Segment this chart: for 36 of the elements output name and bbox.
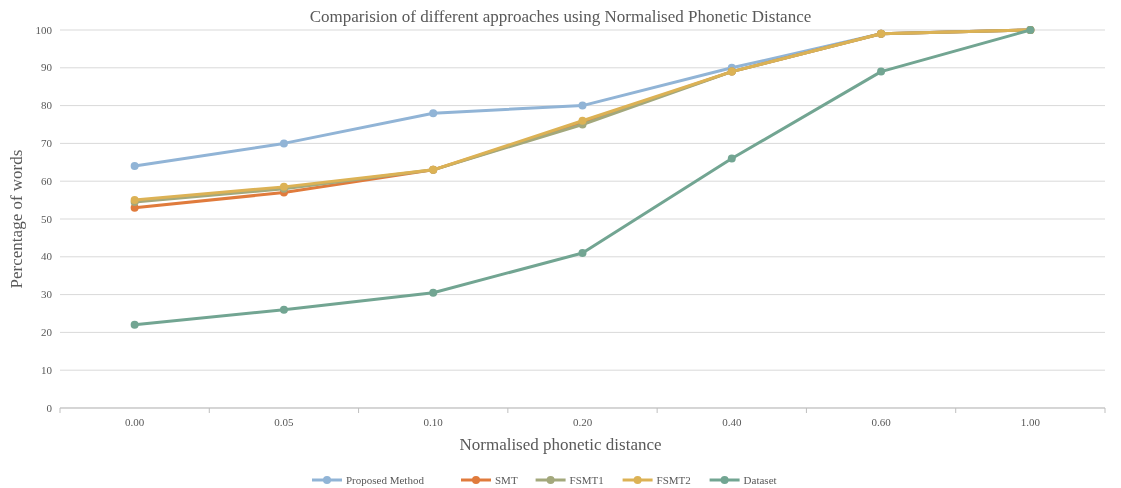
x-tick-label: 1.00 <box>1020 416 1041 428</box>
legend-label: Dataset <box>743 473 777 486</box>
y-tick-label: 50 <box>41 212 53 225</box>
x-tick-label: 0.10 <box>423 416 444 428</box>
point <box>130 162 139 171</box>
point <box>429 109 438 118</box>
y-tick-label: 100 <box>35 23 53 36</box>
x-tick-label: 0.60 <box>871 416 892 428</box>
point <box>279 305 288 314</box>
y-tick-label: 30 <box>41 288 53 301</box>
y-tick-label: 90 <box>41 61 53 74</box>
legend-label: SMT <box>495 473 518 486</box>
point <box>429 288 438 297</box>
y-tick-label: 70 <box>41 136 53 149</box>
y-tick-label: 60 <box>41 174 53 187</box>
point <box>578 101 587 110</box>
x-axis-title: Normalised phonetic distance <box>459 435 662 454</box>
point <box>578 249 587 258</box>
y-tick-label: 10 <box>41 363 53 376</box>
point <box>279 139 288 148</box>
chart-title: Comparision of different approaches using Normalised Phonetic Distance <box>309 7 812 26</box>
y-tick-label: 20 <box>41 325 53 338</box>
x-tick-label: 0.20 <box>572 416 593 428</box>
legend-label: FSMT1 <box>569 473 604 486</box>
x-tick-label: 0.40 <box>722 416 742 428</box>
legend-label: FSMT2 <box>656 473 691 486</box>
x-tick-label: 0.05 <box>274 416 295 428</box>
y-tick-label: 40 <box>41 250 53 263</box>
point <box>727 154 736 163</box>
y-tick-label: 0 <box>46 401 53 414</box>
legend-label: Proposed Method <box>346 473 425 486</box>
x-tick-label: 0.00 <box>125 416 145 428</box>
y-axis-title: Percentage of words <box>7 149 26 289</box>
y-tick-label: 80 <box>41 99 53 112</box>
point <box>130 320 139 329</box>
point <box>877 67 886 76</box>
